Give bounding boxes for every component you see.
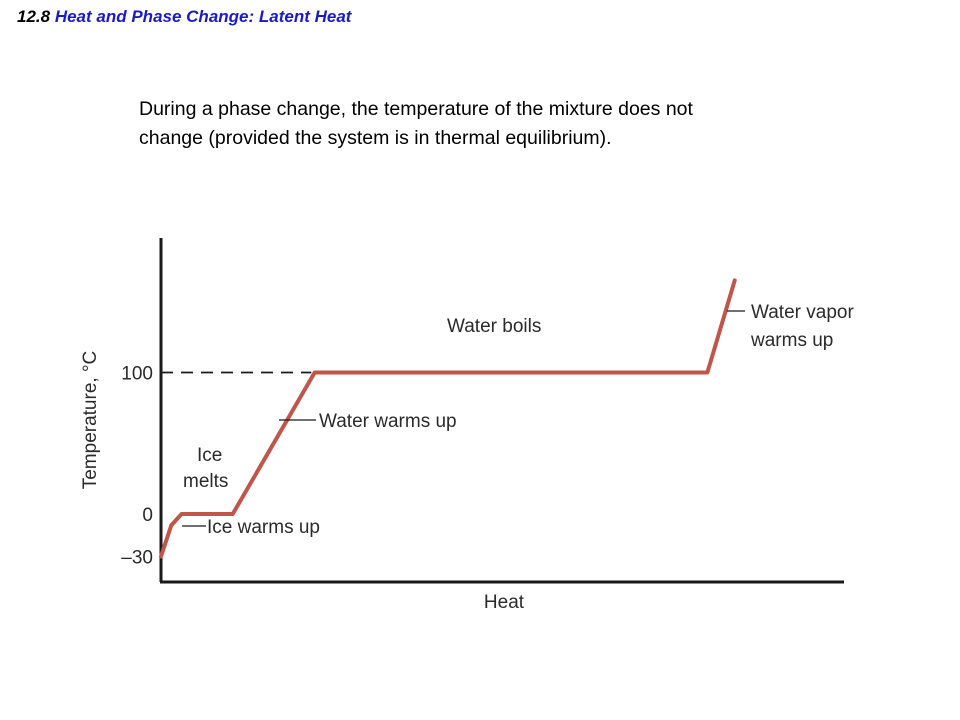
y-tick-label: 0 [142,505,153,526]
y-tick-labels: 100 0 –30 [121,363,153,568]
temperature-curve [159,278,737,559]
intro-line-1: During a phase change, the temperature o… [139,98,693,120]
annotation-label: Water vapor [751,302,854,323]
annotation-label: warms up [750,330,833,351]
y-axis-label: Temperature, °C [80,351,101,490]
x-axis-label: Heat [484,592,525,613]
intro-paragraph: During a phase change, the temperature o… [139,95,839,153]
annotation-label: Ice warms up [207,517,320,538]
section-number: 12.8 [17,7,51,26]
intro-line-2: change (provided the system is in therma… [139,127,612,149]
y-tick-label: 100 [121,363,153,384]
annotation-label: Water warms up [319,411,457,432]
annotation-label: melts [183,471,228,492]
section-header: 12.8 Heat and Phase Change: Latent Heat [17,7,351,27]
annotations: Ice warms up Ice melts Water warms up Water … [182,302,854,538]
annotation-label: Water boils [447,316,541,337]
annotation-label: Ice [197,445,222,466]
y-tick-label: –30 [121,548,153,569]
section-title: Heat and Phase Change: Latent Heat [54,7,352,26]
